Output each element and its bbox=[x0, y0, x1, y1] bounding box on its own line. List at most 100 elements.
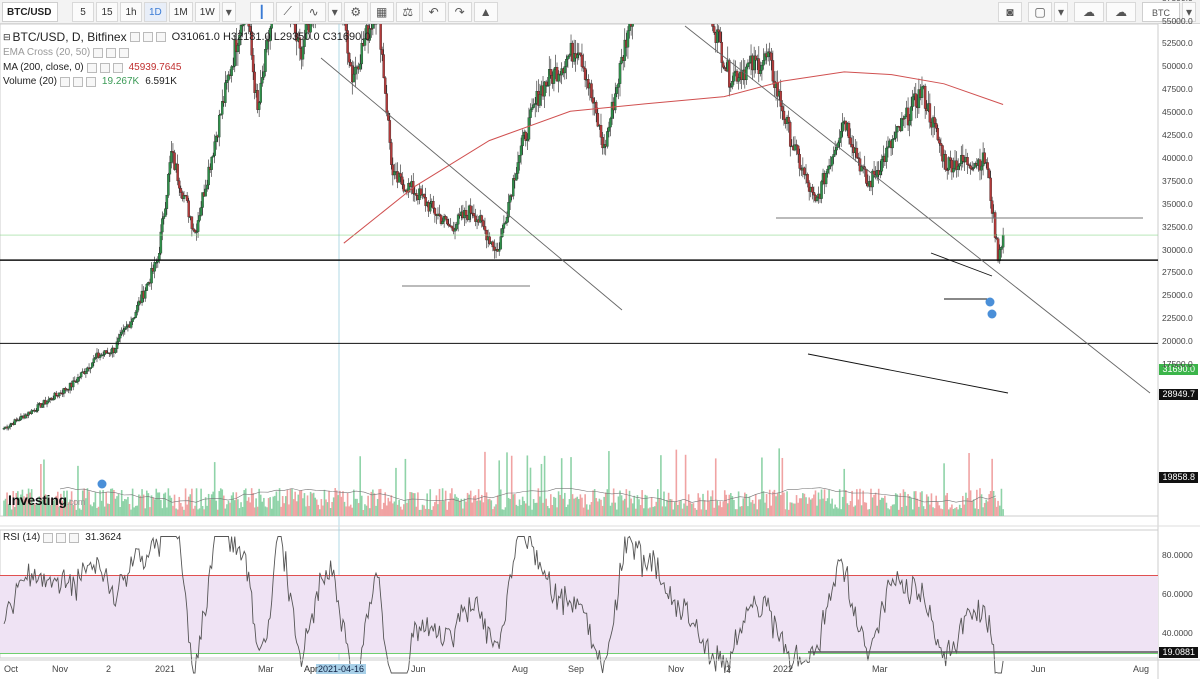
candle-body bbox=[711, 24, 714, 27]
candle-body bbox=[950, 159, 954, 173]
volume-bar bbox=[23, 496, 25, 516]
volume-bar bbox=[962, 495, 964, 516]
volume-bar bbox=[495, 504, 497, 516]
volume-bar bbox=[891, 504, 894, 516]
main-legend: ⊟ BTC/USD, D, Bitfinex O31061.0 H32181.0… bbox=[3, 30, 370, 44]
cloud-icon[interactable]: ☁ bbox=[1074, 2, 1104, 22]
currency-select[interactable]: BTC bbox=[1142, 2, 1180, 22]
close-icon[interactable] bbox=[155, 32, 166, 42]
volume-bar bbox=[56, 491, 59, 516]
candle-body bbox=[379, 24, 382, 50]
close-icon[interactable] bbox=[119, 47, 130, 58]
candle-body bbox=[849, 137, 852, 145]
candlestick-icon[interactable]: ┃ bbox=[249, 1, 274, 22]
compare-icon[interactable]: ⚖ bbox=[395, 1, 420, 22]
redo-icon[interactable]: ↷ bbox=[447, 1, 472, 22]
volume-bar bbox=[577, 499, 580, 516]
volume-bar bbox=[407, 499, 410, 516]
settings-icon[interactable] bbox=[72, 76, 83, 87]
settings-icon[interactable] bbox=[129, 32, 140, 42]
candle-body bbox=[264, 49, 267, 72]
volume-bar bbox=[378, 489, 380, 516]
visibility-icon[interactable] bbox=[59, 76, 70, 87]
price-chart[interactable] bbox=[0, 24, 1200, 679]
chevron-down-icon[interactable]: ▾ bbox=[327, 1, 342, 22]
interval-1w[interactable]: 1W bbox=[194, 1, 220, 22]
candle-body bbox=[224, 82, 227, 103]
rsi-min-tag: 19.0881 bbox=[1159, 647, 1198, 658]
candle-body bbox=[351, 65, 354, 83]
volume-bar bbox=[213, 462, 216, 516]
candle-body bbox=[193, 230, 197, 233]
interval-1m[interactable]: 1M bbox=[168, 1, 193, 22]
camera-icon[interactable]: ◙ bbox=[998, 2, 1022, 22]
settings-icon[interactable] bbox=[106, 47, 117, 58]
volume-bar bbox=[778, 448, 780, 516]
chevron-down-icon[interactable]: ▾ bbox=[1054, 2, 1068, 22]
candle-body bbox=[857, 157, 860, 159]
interval-5[interactable]: 5 bbox=[72, 1, 94, 22]
settings-icon[interactable] bbox=[142, 32, 153, 42]
collapse-icon[interactable]: ⊟ bbox=[3, 31, 11, 42]
volume-bar bbox=[4, 498, 7, 516]
candle-body bbox=[383, 77, 387, 94]
candle-body bbox=[771, 60, 775, 82]
volume-bar bbox=[808, 497, 810, 516]
volume-bar bbox=[670, 499, 673, 516]
settings-icon[interactable] bbox=[99, 62, 110, 73]
chevron-down-icon[interactable]: ▾ bbox=[1182, 2, 1196, 22]
volume-bar bbox=[576, 496, 579, 516]
indicators-icon[interactable]: ▦ bbox=[369, 1, 394, 22]
volume-bar bbox=[122, 501, 125, 516]
layout-icon[interactable]: ▢ bbox=[1028, 2, 1052, 22]
volume-bar bbox=[921, 491, 923, 516]
close-icon[interactable] bbox=[112, 62, 123, 73]
volume-bar bbox=[385, 505, 388, 516]
settings-icon[interactable] bbox=[56, 532, 67, 543]
gear-icon[interactable]: ⚙ bbox=[343, 1, 368, 22]
trend-line bbox=[930, 252, 993, 277]
candle-body bbox=[865, 169, 868, 184]
candle-body bbox=[472, 213, 476, 217]
volume-bar bbox=[175, 508, 177, 516]
visibility-icon[interactable] bbox=[93, 47, 104, 58]
candle-body bbox=[941, 145, 944, 162]
y-tick-label: 45000.0 bbox=[1162, 107, 1193, 118]
y-tick-label: 35000.0 bbox=[1162, 198, 1193, 209]
interval-15[interactable]: 15 bbox=[96, 1, 118, 22]
volume-bar bbox=[705, 509, 707, 516]
volume-bar bbox=[274, 495, 276, 516]
interval-1d[interactable]: 1D bbox=[144, 1, 167, 22]
volume-bar bbox=[222, 495, 225, 516]
volume-bar bbox=[761, 457, 763, 516]
volume-bar bbox=[131, 488, 134, 516]
volume-bar bbox=[877, 488, 880, 516]
volume-bar bbox=[181, 506, 184, 516]
drawing-icon[interactable]: ▲ bbox=[473, 1, 498, 22]
visibility-icon[interactable] bbox=[86, 62, 97, 73]
close-icon[interactable] bbox=[85, 76, 96, 87]
volume-bar bbox=[868, 509, 871, 516]
chevron-down-icon[interactable]: ▾ bbox=[221, 1, 236, 22]
interval-1h[interactable]: 1h bbox=[120, 1, 142, 22]
rsi-line bbox=[3, 535, 1004, 674]
volume-bar bbox=[312, 492, 315, 516]
candle-body bbox=[352, 73, 356, 83]
volume-bar bbox=[60, 493, 62, 516]
undo-icon[interactable]: ↶ bbox=[421, 1, 446, 22]
volume-bar bbox=[50, 498, 53, 516]
area-chart-icon[interactable]: ∿ bbox=[301, 1, 326, 22]
close-icon[interactable] bbox=[69, 532, 80, 543]
candle-body bbox=[210, 156, 213, 170]
volume-bar bbox=[440, 501, 442, 516]
volume-bar bbox=[432, 506, 435, 516]
candle-body bbox=[424, 196, 427, 206]
line-chart-icon[interactable]: ⟋ bbox=[275, 1, 300, 22]
volume-bar bbox=[826, 498, 829, 516]
cloud-upload-icon[interactable]: ☁ bbox=[1106, 2, 1136, 22]
volume-bar bbox=[164, 492, 167, 516]
volume-bar bbox=[623, 498, 626, 516]
volume-bar bbox=[673, 502, 676, 516]
visibility-icon[interactable] bbox=[43, 532, 54, 543]
symbol-input[interactable]: BTC/USD bbox=[2, 1, 58, 22]
